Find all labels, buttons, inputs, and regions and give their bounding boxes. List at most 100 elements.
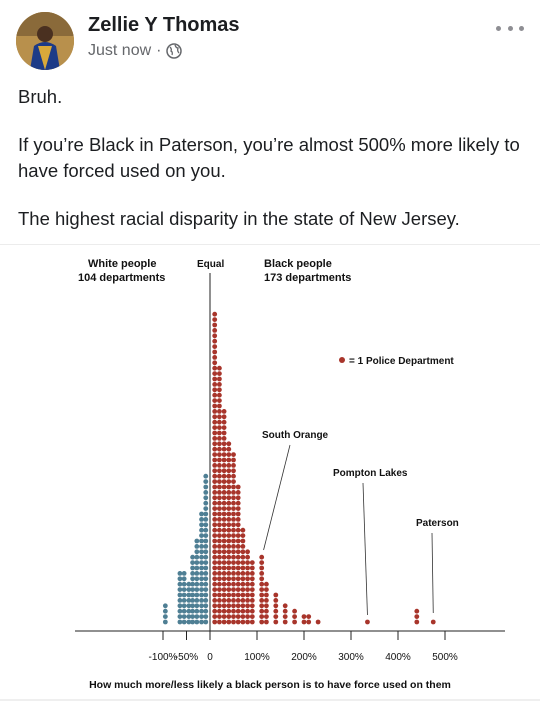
black-department-dot [235, 549, 241, 555]
black-department-dot [221, 511, 227, 517]
black-department-dot [212, 344, 218, 349]
black-department-dot [212, 382, 218, 387]
annotation-label: Pompton Lakes [333, 468, 408, 479]
black-department-dot [217, 484, 222, 490]
black-department-dot [235, 614, 241, 619]
white-department-dot [181, 576, 187, 582]
black-department-dot [292, 619, 297, 625]
black-department-dot [221, 409, 227, 414]
black-department-dot [212, 527, 218, 533]
black-department-dot [240, 544, 246, 549]
avatar[interactable] [16, 12, 74, 70]
black-department-dot [226, 581, 232, 587]
white-department-dot [194, 581, 200, 587]
black-department-dot [235, 598, 241, 603]
black-department-dot [235, 495, 241, 501]
black-department-dot [217, 409, 222, 414]
white-department-dot [194, 549, 200, 555]
black-department-dot [231, 592, 236, 598]
white-department-dot [199, 614, 204, 619]
black-department-dot [212, 392, 218, 398]
more-options-icon[interactable] [496, 18, 524, 38]
black-department-dot [221, 598, 227, 603]
black-department-dot [231, 581, 236, 587]
black-department-dot [231, 587, 236, 592]
black-department-dot [226, 495, 232, 501]
black-department-dot [259, 592, 265, 598]
post-image[interactable]: White people 104 departments Equal Black… [0, 244, 540, 700]
black-department-dot [212, 436, 218, 441]
post-time[interactable]: Just now [88, 42, 152, 59]
black-department-dot [217, 592, 222, 598]
white-department-dot [162, 608, 168, 614]
white-department-dot [186, 619, 192, 625]
black-department-dot [217, 587, 222, 592]
author-name[interactable]: Zellie Y Thomas [88, 14, 240, 36]
black-department-dot [264, 614, 269, 619]
white-department-dot [203, 495, 209, 501]
black-department-dot [212, 490, 218, 495]
black-department-dot [217, 463, 222, 468]
white-department-dot [203, 571, 209, 576]
black-department-dot [226, 554, 232, 560]
black-department-dot [212, 360, 218, 366]
black-department-dot [235, 484, 241, 490]
black-department-dot [226, 571, 232, 576]
black-department-dot [292, 608, 297, 614]
black-department-dot [212, 484, 218, 490]
white-department-dot [203, 522, 209, 528]
x-tick-label: 200% [291, 652, 317, 663]
black-department-dot [217, 544, 222, 549]
black-department-dot [212, 592, 218, 598]
black-department-dot [217, 565, 222, 571]
white-department-dot [203, 533, 209, 538]
black-department-dot [273, 608, 279, 614]
black-department-dot [221, 619, 227, 625]
white-department-dot [203, 506, 209, 511]
black-department-dot [231, 452, 236, 457]
white-department-dot [186, 608, 192, 614]
black-department-dot [217, 376, 222, 382]
white-department-dot [194, 608, 200, 614]
black-department-dot [221, 517, 227, 522]
white-department-dot [186, 614, 192, 619]
black-department-dot [226, 473, 232, 479]
white-department-dot [181, 587, 187, 592]
black-department-dot [259, 614, 265, 619]
black-department-dot [217, 608, 222, 614]
black-department-dot [221, 533, 227, 538]
black-department-dot [212, 560, 218, 565]
black-department-dot [245, 554, 251, 560]
black-department-dot [217, 425, 222, 430]
globe-icon[interactable] [166, 43, 183, 59]
black-department-dot [217, 452, 222, 457]
black-department-dot [259, 587, 265, 592]
black-department-dot [226, 500, 232, 506]
black-department-dot [240, 554, 246, 560]
white-department-dot [199, 603, 204, 609]
white-department-dot [199, 538, 204, 544]
legend-label: = 1 Police Department [349, 356, 454, 367]
black-department-dot [249, 581, 255, 587]
black-department-dot [273, 592, 279, 598]
white-department-dot [203, 479, 209, 484]
post-divider [0, 699, 540, 701]
x-tick-label: 300% [338, 652, 364, 663]
black-department-dot [231, 463, 236, 468]
black-department-dot [235, 571, 241, 576]
black-department-dot [217, 479, 222, 484]
black-department-dot [212, 495, 218, 501]
white-department-dot [199, 544, 204, 549]
white-department-dot [181, 571, 187, 576]
black-department-dot [245, 592, 251, 598]
white-department-dot [190, 565, 196, 571]
white-department-dot [199, 560, 204, 565]
black-department-dot [217, 468, 222, 474]
black-department-dot [306, 614, 312, 619]
black-department-dot [245, 571, 251, 576]
black-department-dot [226, 522, 232, 528]
black-department-dot [212, 479, 218, 484]
black-department-dot [221, 500, 227, 506]
white-department-dot [203, 560, 209, 565]
white-department-dot [203, 587, 209, 592]
